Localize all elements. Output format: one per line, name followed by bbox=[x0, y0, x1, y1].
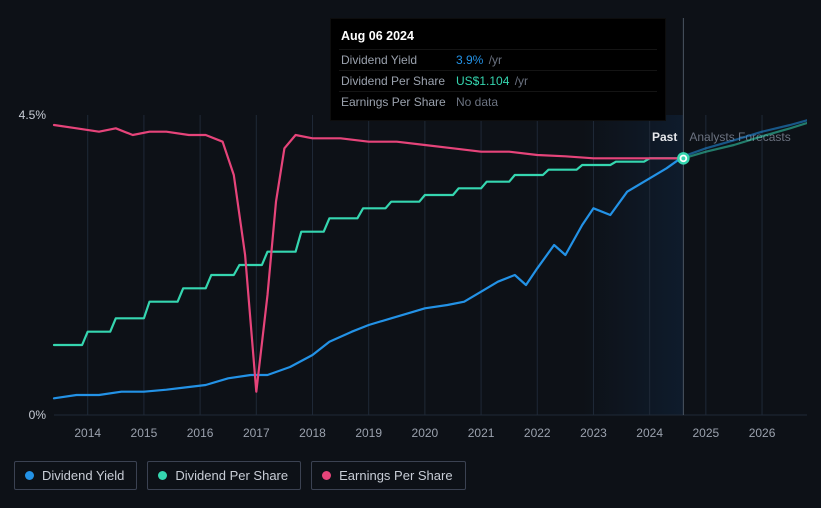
x-tick-label: 2017 bbox=[243, 426, 270, 440]
legend-item[interactable]: Dividend Yield bbox=[14, 461, 137, 490]
chart-legend: Dividend Yield Dividend Per Share Earnings… bbox=[14, 461, 466, 490]
x-tick-label: 2014 bbox=[74, 426, 101, 440]
x-tick-label: 2023 bbox=[580, 426, 607, 440]
x-tick-label: 2016 bbox=[187, 426, 214, 440]
x-tick-label: 2015 bbox=[131, 426, 158, 440]
x-tick-label: 2025 bbox=[692, 426, 719, 440]
x-tick-label: 2026 bbox=[749, 426, 776, 440]
x-tick-label: 2022 bbox=[524, 426, 551, 440]
x-tick-label: 2024 bbox=[636, 426, 663, 440]
legend-dot-icon bbox=[25, 471, 34, 480]
x-tick-label: 2021 bbox=[468, 426, 495, 440]
y-tick-label: 4.5% bbox=[19, 108, 47, 122]
legend-label: Dividend Per Share bbox=[175, 468, 288, 483]
tooltip-row: Dividend Yield3.9% /yr bbox=[339, 49, 657, 70]
chart-tooltip: Aug 06 2024 Dividend Yield3.9% /yrDivide… bbox=[330, 18, 666, 121]
x-tick-label: 2018 bbox=[299, 426, 326, 440]
y-tick-label: 0% bbox=[29, 408, 47, 422]
tooltip-label: Dividend Per Share bbox=[341, 74, 456, 88]
legend-label: Dividend Yield bbox=[42, 468, 124, 483]
tooltip-label: Earnings Per Share bbox=[341, 95, 456, 109]
legend-item[interactable]: Earnings Per Share bbox=[311, 461, 465, 490]
legend-dot-icon bbox=[322, 471, 331, 480]
tooltip-row: Dividend Per ShareUS$1.104 /yr bbox=[339, 70, 657, 91]
legend-label: Earnings Per Share bbox=[339, 468, 452, 483]
x-tick-label: 2020 bbox=[412, 426, 439, 440]
legend-dot-icon bbox=[158, 471, 167, 480]
legend-item[interactable]: Dividend Per Share bbox=[147, 461, 301, 490]
tooltip-value: 3.9% /yr bbox=[456, 53, 502, 67]
section-label-past: Past bbox=[652, 130, 677, 144]
tooltip-date: Aug 06 2024 bbox=[339, 25, 657, 49]
tooltip-row: Earnings Per ShareNo data bbox=[339, 91, 657, 112]
x-tick-label: 2019 bbox=[355, 426, 382, 440]
tooltip-value: US$1.104 /yr bbox=[456, 74, 528, 88]
tooltip-label: Dividend Yield bbox=[341, 53, 456, 67]
tooltip-value: No data bbox=[456, 95, 498, 109]
